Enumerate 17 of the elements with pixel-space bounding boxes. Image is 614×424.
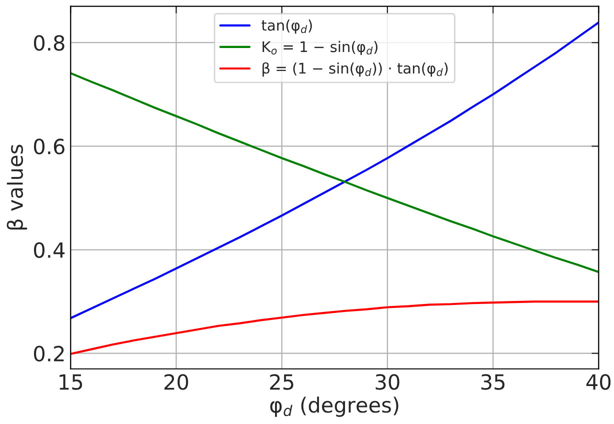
line-series — [70, 300, 599, 355]
legend-label: tan(φ$_{d}$) — [262, 19, 312, 34]
x-tick-label: 25 — [270, 374, 294, 390]
x-tick-label: 15 — [60, 374, 82, 390]
y-tick-label: 0.4 — [34, 242, 65, 258]
x-tick-label: 30 — [376, 374, 400, 390]
y-tick-label: 0.2 — [34, 346, 64, 362]
x-tick-label: 40 — [586, 374, 611, 390]
x-tick-label: 35 — [481, 374, 504, 390]
x-tick-label: 20 — [164, 374, 188, 390]
y-tick-label: 0.8 — [34, 35, 64, 51]
y-tick-label: 0.6 — [34, 138, 64, 154]
legend-label: β = (1 − sin(φ$_{d}$)) · tan(φ$_{d}$) — [262, 62, 448, 77]
line-series — [70, 21, 599, 320]
legend-label: K$_{o}$ = 1 − sin(φ$_{d}$) — [262, 40, 378, 56]
y-axis-title: β values — [6, 144, 28, 230]
x-axis-title: φ$_{d}$ (degrees) — [270, 396, 398, 417]
